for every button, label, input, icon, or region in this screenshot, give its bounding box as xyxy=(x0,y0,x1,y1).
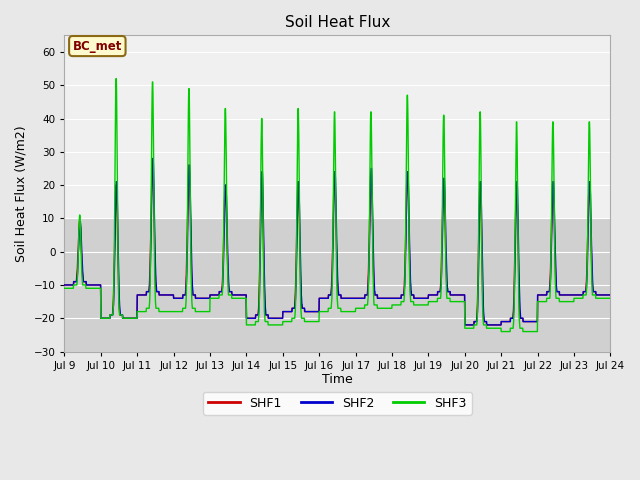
Bar xyxy=(65,36,611,218)
SHF1 xyxy=(148,159,156,165)
SHF2 xyxy=(559,292,566,298)
SHF1 xyxy=(365,245,373,251)
X-axis label: Time: Time xyxy=(322,373,353,386)
Legend: SHF1, SHF2, SHF3: SHF1, SHF2, SHF3 xyxy=(204,392,472,415)
SHF3 xyxy=(573,295,581,301)
SHF3 xyxy=(497,329,505,335)
SHF2 xyxy=(606,292,614,298)
SHF3 xyxy=(61,286,68,291)
SHF3 xyxy=(496,325,504,331)
Line: SHF3: SHF3 xyxy=(65,79,610,332)
SHF1 xyxy=(213,292,221,298)
SHF3 xyxy=(353,305,361,311)
SHF1 xyxy=(573,292,581,298)
Y-axis label: Soil Heat Flux (W/m2): Soil Heat Flux (W/m2) xyxy=(15,125,28,262)
SHF2 xyxy=(149,156,157,161)
SHF2 xyxy=(61,282,68,288)
SHF1 xyxy=(353,295,361,301)
SHF2 xyxy=(573,292,581,298)
Title: Soil Heat Flux: Soil Heat Flux xyxy=(285,15,390,30)
SHF2 xyxy=(353,295,361,301)
Line: SHF1: SHF1 xyxy=(65,162,610,325)
Text: BC_met: BC_met xyxy=(73,39,122,53)
SHF1 xyxy=(559,292,566,298)
SHF3 xyxy=(606,295,614,301)
SHF1 xyxy=(497,322,504,328)
SHF3 xyxy=(112,76,120,82)
SHF2 xyxy=(213,292,221,298)
SHF3 xyxy=(213,295,221,301)
SHF2 xyxy=(365,259,373,264)
Bar xyxy=(65,218,611,351)
Line: SHF2: SHF2 xyxy=(65,158,610,325)
SHF1 xyxy=(61,282,68,288)
SHF3 xyxy=(559,299,566,304)
SHF2 xyxy=(497,322,504,328)
SHF1 xyxy=(461,322,468,328)
SHF1 xyxy=(606,292,614,298)
SHF3 xyxy=(365,252,373,258)
SHF2 xyxy=(461,322,468,328)
